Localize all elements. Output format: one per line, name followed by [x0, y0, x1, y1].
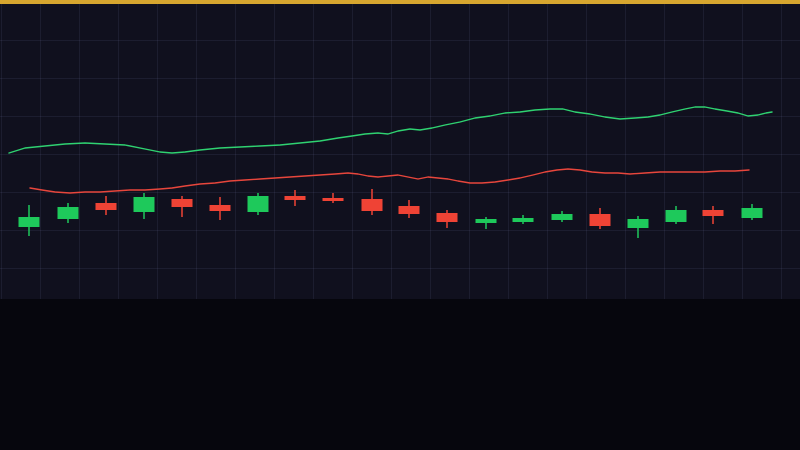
candle-body-down — [361, 199, 383, 211]
candlestick-chart — [0, 4, 800, 299]
candle-body-up — [57, 207, 79, 219]
candle-body-down — [209, 205, 231, 211]
candle-body-down — [322, 198, 344, 201]
candle-body-up — [741, 208, 763, 218]
candle-body-down — [589, 214, 611, 226]
candle-body-up — [247, 196, 269, 212]
candle-body-up — [18, 217, 40, 227]
candle-body-up — [627, 219, 649, 228]
candle-body-down — [284, 196, 306, 200]
candle-body-up — [665, 210, 687, 222]
top-accent-bar — [0, 0, 800, 4]
candle-body-down — [436, 213, 458, 222]
candle-body-down — [95, 203, 117, 210]
candle-body-down — [171, 199, 193, 207]
candle-body-up — [512, 218, 534, 222]
lower-red-line — [29, 168, 750, 194]
candle-body-up — [475, 219, 497, 223]
upper-green-line — [8, 106, 773, 154]
candle-body-up — [133, 197, 155, 212]
chart-canvas — [8, 106, 773, 238]
candle-body-down — [398, 206, 420, 214]
candle-body-down — [702, 210, 724, 216]
candle-body-up — [551, 214, 573, 220]
caption-panel: Best Currency Pairs For Beginner Traders… — [0, 299, 800, 450]
